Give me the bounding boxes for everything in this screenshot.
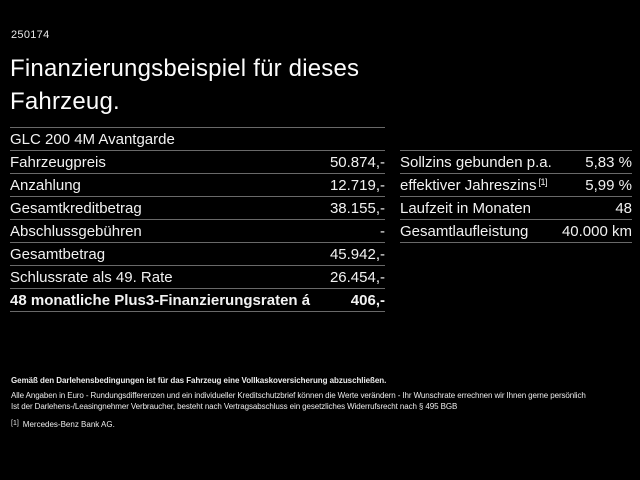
footnote-source: Mercedes-Benz Bank AG. bbox=[22, 420, 115, 429]
page-title-line1: Finanzierungsbeispiel für dieses bbox=[10, 55, 360, 82]
row-label: 48 monatliche Plus3-Finanzierungsraten á bbox=[10, 291, 311, 309]
table-row: effektiver Jahreszins [1] 5,99 % bbox=[400, 174, 632, 197]
footnote-ref-marker: [1] bbox=[538, 176, 547, 187]
table-row: Abschlussgebühren - bbox=[10, 220, 385, 243]
row-value: 406,- bbox=[350, 291, 385, 309]
row-label: Gesamtlaufleistung bbox=[400, 222, 529, 240]
row-value: 26.454,- bbox=[329, 268, 385, 286]
vehicle-name-header-row: GLC 200 4M Avantgarde bbox=[10, 128, 385, 151]
disclaimer-general-line1: Alle Angaben in Euro - Rundungsdifferenz… bbox=[11, 391, 586, 400]
row-label: Anzahlung bbox=[10, 176, 81, 194]
row-value: 5,83 % bbox=[585, 153, 632, 171]
table-row: Gesamtlaufleistung 40.000 km bbox=[400, 220, 632, 243]
table-row: Anzahlung 12.719,- bbox=[10, 174, 385, 197]
reference-number: 250174 bbox=[11, 29, 50, 41]
row-label: Gesamtkreditbetrag bbox=[10, 199, 142, 217]
row-value: 40.000 km bbox=[561, 222, 632, 240]
footnote-marker: [1] bbox=[11, 420, 19, 427]
disclaimer-section: Gemäß den Darlehensbedingungen ist für d… bbox=[11, 376, 633, 429]
row-label: Laufzeit in Monaten bbox=[400, 199, 531, 217]
table-row: Laufzeit in Monaten 48 bbox=[400, 197, 632, 220]
table-row: Gesamtbetrag 45.942,- bbox=[10, 243, 385, 266]
vehicle-name: GLC 200 4M Avantgarde bbox=[10, 130, 175, 148]
row-label: Gesamtbetrag bbox=[10, 245, 106, 263]
page-title-line2: Fahrzeug. bbox=[10, 88, 120, 115]
row-value: - bbox=[380, 222, 385, 240]
row-label: Fahrzeugpreis bbox=[10, 153, 106, 171]
row-value: 5,99 % bbox=[585, 176, 632, 194]
row-label: Schlussrate als 49. Rate bbox=[10, 268, 173, 286]
row-value: 50.874,- bbox=[329, 153, 385, 171]
row-value: 38.155,- bbox=[329, 199, 385, 217]
table-row: Sollzins gebunden p.a. 5,83 % bbox=[400, 151, 632, 174]
disclaimer-insurance: Gemäß den Darlehensbedingungen ist für d… bbox=[11, 376, 387, 385]
financing-terms-table: Sollzins gebunden p.a. 5,83 % effektiver… bbox=[400, 150, 632, 243]
vehicle-financing-table: GLC 200 4M Avantgarde Fahrzeugpreis 50.8… bbox=[10, 127, 385, 312]
footnote: [1] Mercedes-Benz Bank AG. bbox=[11, 420, 633, 429]
disclaimer-general-line2: Ist der Darlehens-/Leasingnehmer Verbrau… bbox=[11, 402, 458, 411]
row-value: 12.719,- bbox=[329, 176, 385, 194]
table-row: Gesamtkreditbetrag 38.155,- bbox=[10, 197, 385, 220]
page-title: Finanzierungsbeispiel für dieses Fahrzeu… bbox=[10, 52, 359, 118]
row-value: 48 bbox=[615, 199, 632, 217]
row-label: effektiver Jahreszins [1] bbox=[400, 176, 547, 194]
row-label: Abschlussgebühren bbox=[10, 222, 142, 240]
row-label: Sollzins gebunden p.a. bbox=[400, 153, 552, 171]
table-row: Fahrzeugpreis 50.874,- bbox=[10, 151, 385, 174]
monthly-rate-row: 48 monatliche Plus3-Finanzierungsraten á… bbox=[10, 289, 385, 312]
table-row: Schlussrate als 49. Rate 26.454,- bbox=[10, 266, 385, 289]
row-value: 45.942,- bbox=[329, 245, 385, 263]
